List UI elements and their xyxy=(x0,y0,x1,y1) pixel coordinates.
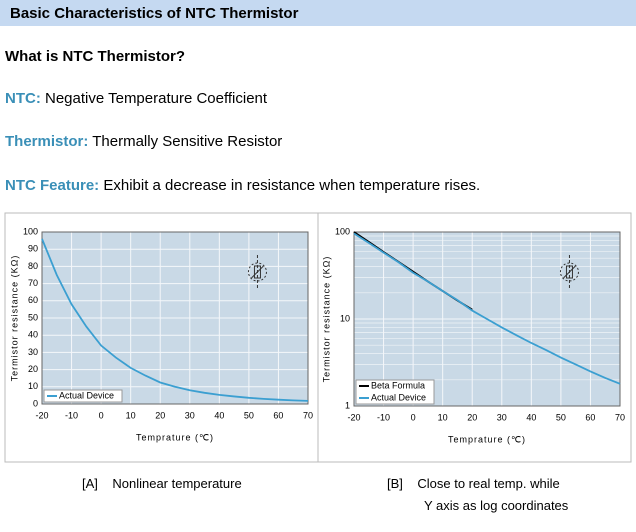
caption: [A] Nonlinear temperature xyxy=(82,476,242,491)
x-tick-label: 50 xyxy=(556,412,566,422)
x-axis-label: Temprature (℃) xyxy=(136,432,214,442)
thermistor-icon xyxy=(253,265,261,279)
y-tick-label: 10 xyxy=(340,313,350,323)
thermistor-icon xyxy=(251,265,264,279)
legend-label: Beta Formula xyxy=(371,380,425,390)
x-tick-label: 40 xyxy=(214,410,224,420)
x-tick-label: 70 xyxy=(303,410,313,420)
x-tick-label: -20 xyxy=(35,410,48,420)
legend-box xyxy=(43,389,123,403)
y-tick-label: 100 xyxy=(23,226,38,236)
y-tick-label: 100 xyxy=(335,226,350,236)
definition-text: Negative Temperature Coefficient xyxy=(45,90,268,107)
thermistor-icon xyxy=(559,262,579,282)
term: NTC Feature: xyxy=(5,177,100,194)
header-bar: Basic Characteristics of NTC Thermistor xyxy=(0,0,636,26)
plot-frame xyxy=(41,231,309,405)
y-tick-label: 90 xyxy=(28,244,38,254)
x-tick-label: 60 xyxy=(273,410,283,420)
legend-label: Actual Device xyxy=(371,392,426,402)
x-tick-label: 30 xyxy=(497,412,507,422)
definition: NTC: Negative Temperature Coefficient xyxy=(5,90,267,107)
legend-label: Actual Device xyxy=(59,390,114,400)
caption-text: Nonlinear temperature xyxy=(112,476,242,491)
definition: NTC Feature: Exhibit a decrease in resis… xyxy=(5,177,480,194)
plot-frame xyxy=(353,231,621,407)
x-tick-label: 50 xyxy=(244,410,254,420)
x-tick-label: 70 xyxy=(615,412,625,422)
y-axis-label: Termistor resistance (KΩ) xyxy=(321,256,331,383)
question: What is NTC Thermistor? xyxy=(5,48,186,65)
y-tick-label: 70 xyxy=(28,278,38,288)
y-tick-label: 30 xyxy=(28,347,38,357)
x-tick-label: -10 xyxy=(377,412,390,422)
thermistor-icon xyxy=(247,262,267,282)
x-tick-label: 60 xyxy=(585,412,595,422)
thermistor-icon xyxy=(565,265,573,279)
legend-box xyxy=(355,379,435,405)
x-tick-label: 20 xyxy=(155,410,165,420)
x-tick-label: 10 xyxy=(126,410,136,420)
definition-text: Exhibit a decrease in resistance when te… xyxy=(103,177,481,194)
x-tick-label: -10 xyxy=(65,410,78,420)
x-axis-label: Temprature (℃) xyxy=(448,434,526,444)
y-tick-label: 40 xyxy=(28,330,38,340)
x-tick-label: 40 xyxy=(526,412,536,422)
header-title: Basic Characteristics of NTC Thermistor xyxy=(10,5,299,22)
y-tick-label: 10 xyxy=(28,381,38,391)
data-line xyxy=(353,232,621,385)
x-tick-label: 20 xyxy=(467,412,477,422)
caption-label: [A] xyxy=(82,476,98,491)
x-tick-label: 0 xyxy=(411,412,416,422)
term: Thermistor: xyxy=(5,133,89,150)
data-line xyxy=(41,238,309,402)
caption-text: Y axis as log coordinates xyxy=(424,498,569,513)
y-tick-label: 60 xyxy=(28,295,38,305)
definition-text: Thermally Sensitive Resistor xyxy=(92,133,283,150)
y-tick-label: 0 xyxy=(33,398,38,408)
y-tick-label: 50 xyxy=(28,312,38,322)
thermistor-icon xyxy=(563,265,576,279)
y-axis-label: Termistor resistance (KΩ) xyxy=(9,255,19,382)
x-tick-label: 30 xyxy=(185,410,195,420)
x-tick-label: 10 xyxy=(438,412,448,422)
definition: Thermistor: Thermally Sensitive Resistor xyxy=(5,133,282,150)
caption-text: Close to real temp. while xyxy=(417,476,560,491)
y-tick-label: 80 xyxy=(28,261,38,271)
y-tick-label: 20 xyxy=(28,364,38,374)
term: NTC: xyxy=(5,90,41,107)
x-tick-label: -20 xyxy=(347,412,360,422)
y-tick-label: 1 xyxy=(345,400,350,410)
x-tick-label: 0 xyxy=(99,410,104,420)
caption: [B] Close to real temp. while xyxy=(387,476,560,491)
caption-label: [B] xyxy=(387,476,403,491)
